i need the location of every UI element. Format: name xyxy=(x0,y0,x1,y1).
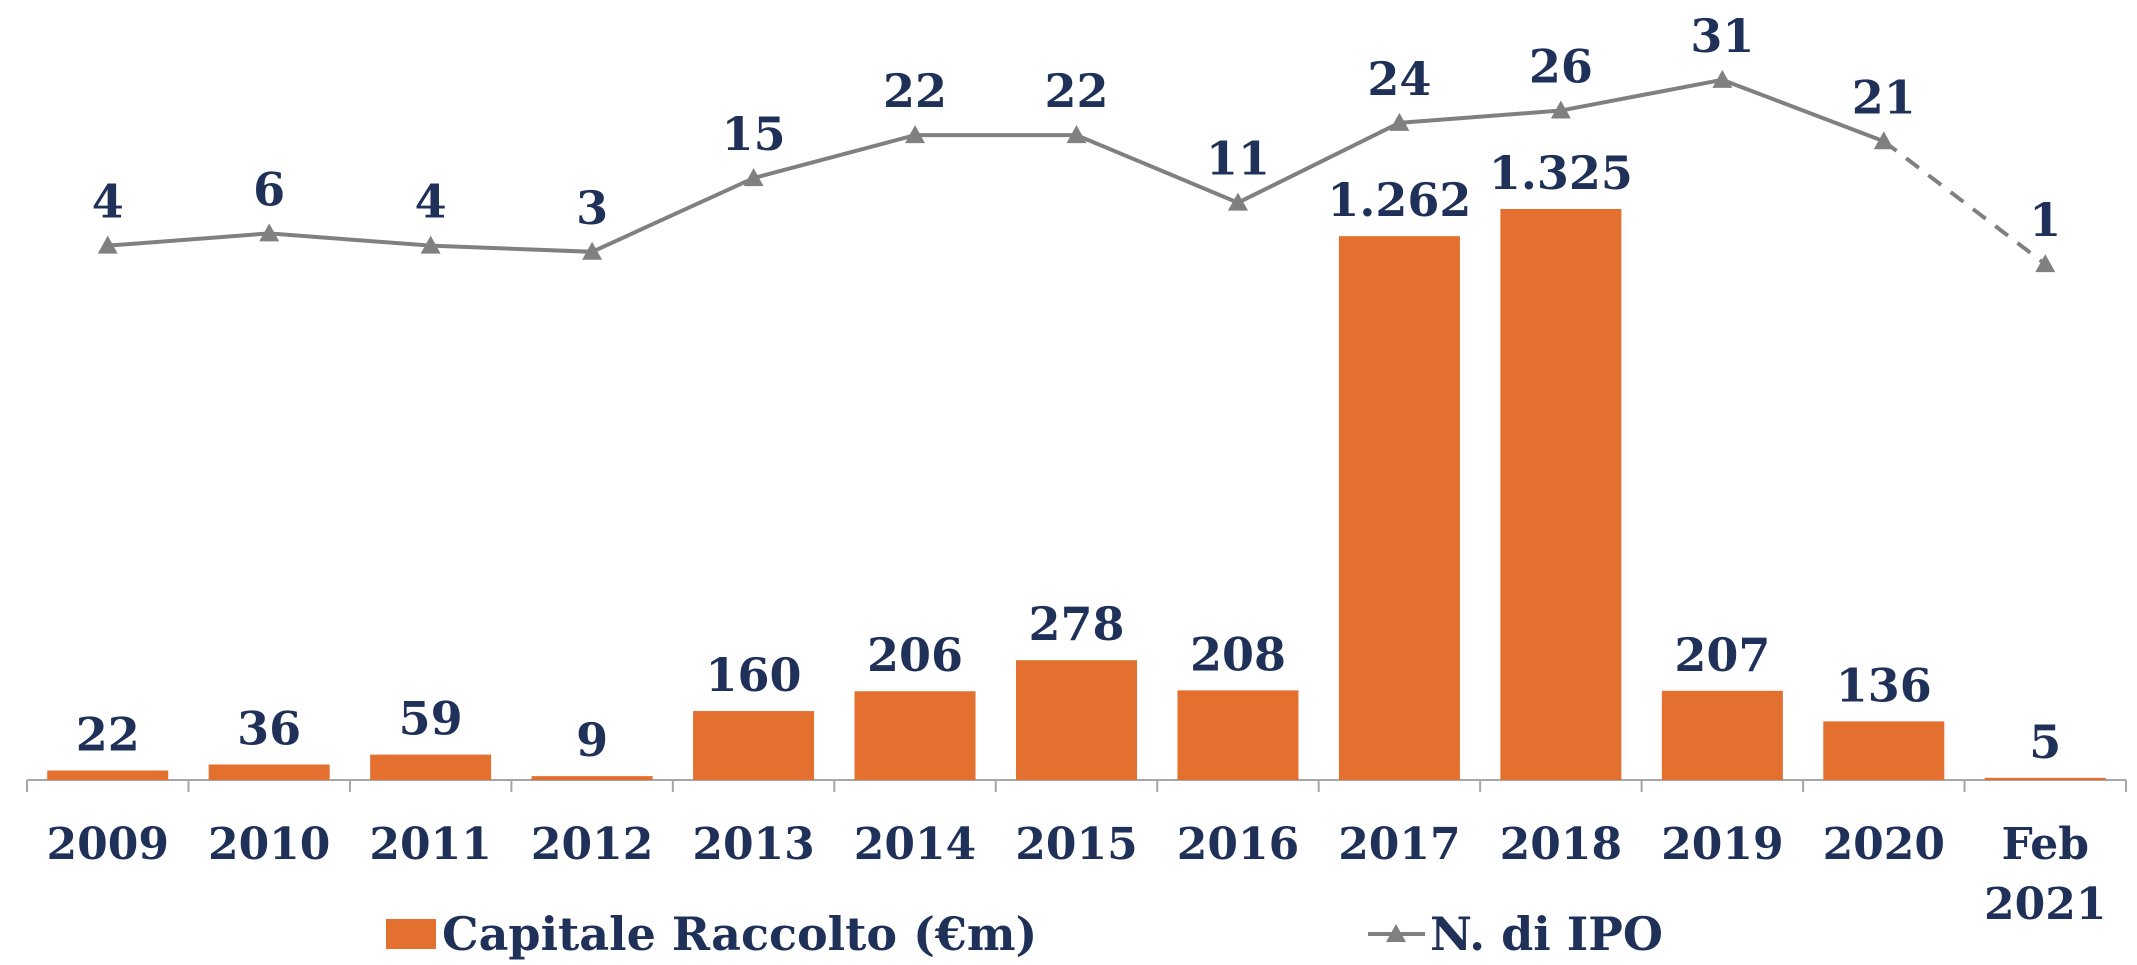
x-tick-label: 2014 xyxy=(853,819,977,870)
bar xyxy=(1823,721,1945,780)
bar-value-label: 36 xyxy=(237,701,301,755)
x-tick-label: 2019 xyxy=(1661,819,1784,870)
line-marker xyxy=(420,235,441,254)
line-marker xyxy=(905,125,926,144)
bar-value-label: 9 xyxy=(576,713,608,767)
x-tick-label: 2013 xyxy=(692,819,815,870)
line xyxy=(107,77,1885,254)
x-tick-label: 2020 xyxy=(1822,819,1946,870)
bar xyxy=(370,754,492,780)
line-marker xyxy=(1227,192,1248,211)
line-value-label: 3 xyxy=(576,181,608,235)
bar-value-label: 206 xyxy=(867,628,963,682)
x-tick-label: 2015 xyxy=(1015,819,1138,870)
bar xyxy=(854,691,976,780)
line-marker xyxy=(1550,100,1571,119)
line xyxy=(1882,139,2047,266)
line-value-label: 1 xyxy=(2029,193,2061,247)
legend-swatch xyxy=(386,919,436,949)
x-tick-label: 2012 xyxy=(530,819,654,870)
bar-value-label: 1.325 xyxy=(1489,146,1633,200)
bar-value-label: 5 xyxy=(2029,715,2061,769)
line-value-label: 4 xyxy=(415,175,447,229)
bar xyxy=(47,770,169,780)
line-value-label: 22 xyxy=(883,64,947,118)
x-tick-label: 2011 xyxy=(369,819,492,870)
bar xyxy=(693,711,815,780)
line-value-label: 15 xyxy=(722,107,786,161)
bar-value-label: 207 xyxy=(1674,628,1770,682)
x-tick-label: Feb 2021 xyxy=(1984,819,2107,930)
legend-label: N. di IPO xyxy=(1430,907,1663,961)
line-marker xyxy=(259,223,280,242)
bar xyxy=(1661,690,1783,780)
line-value-label: 26 xyxy=(1529,40,1593,94)
line-value-label: 11 xyxy=(1206,132,1270,186)
x-tick-label: 2018 xyxy=(1499,819,1623,870)
legend-label: Capitale Raccolto (€m) xyxy=(442,907,1037,961)
bar-value-label: 278 xyxy=(1028,597,1124,651)
line-marker xyxy=(1873,131,1894,150)
bar-value-label: 208 xyxy=(1190,627,1286,681)
x-tick-label: 2009 xyxy=(46,819,169,870)
line-value-label: 21 xyxy=(1852,70,1916,124)
bar-value-label: 1.262 xyxy=(1327,173,1471,227)
line-value-label: 4 xyxy=(92,175,124,229)
line-marker xyxy=(1712,69,1733,88)
x-tick-label: 2017 xyxy=(1338,819,1461,870)
line-marker xyxy=(1066,125,1087,144)
line-value-label: 6 xyxy=(253,162,285,216)
bar-value-label: 22 xyxy=(76,708,140,762)
bar xyxy=(1500,209,1622,781)
line-marker xyxy=(2035,254,2056,273)
line-value-label: 31 xyxy=(1690,9,1754,63)
bar xyxy=(1338,236,1460,781)
line-marker xyxy=(582,241,603,260)
bar xyxy=(1177,690,1299,780)
bar xyxy=(208,764,330,780)
line-value-label: 22 xyxy=(1044,64,1108,118)
x-tick-label: 2016 xyxy=(1176,819,1300,870)
legend-marker xyxy=(1386,924,1406,942)
line-marker xyxy=(1389,112,1410,131)
line-marker xyxy=(97,235,118,254)
x-tick-label: 2010 xyxy=(207,819,331,870)
bar xyxy=(1984,777,2106,780)
bar-value-label: 160 xyxy=(706,648,802,702)
line-marker xyxy=(743,168,764,187)
bar-value-label: 136 xyxy=(1836,658,1932,712)
bar xyxy=(531,776,653,780)
bar xyxy=(1016,660,1137,780)
bar-value-label: 59 xyxy=(399,692,463,746)
line-value-label: 24 xyxy=(1367,52,1431,106)
